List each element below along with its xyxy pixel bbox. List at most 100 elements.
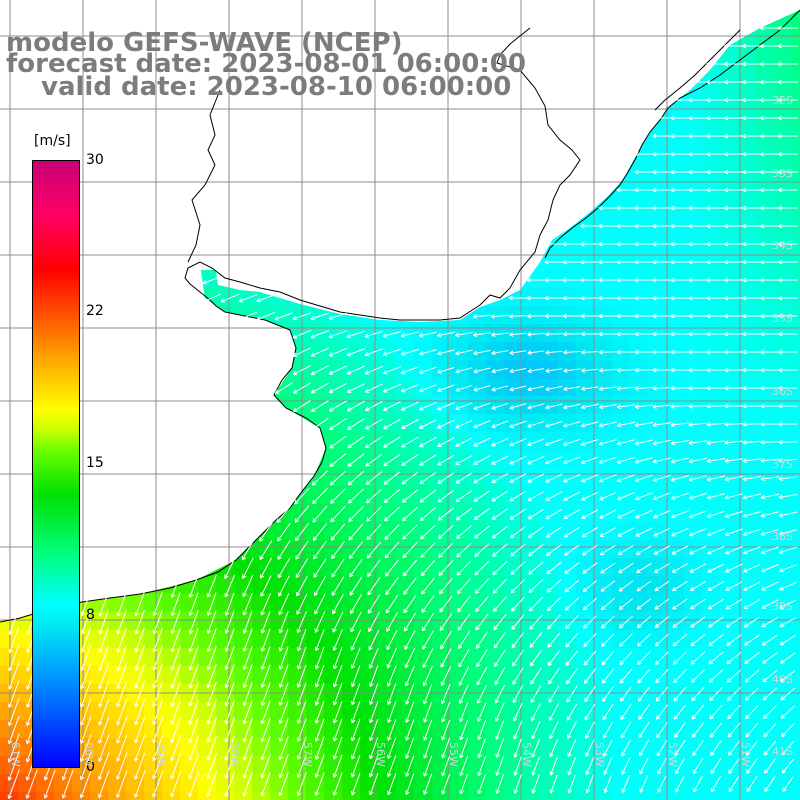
wind-arrow <box>689 528 707 537</box>
wind-arrow <box>724 458 744 464</box>
wind-speed-cell <box>414 486 433 505</box>
wind-arrow <box>761 581 779 591</box>
wind-arrow <box>654 563 670 573</box>
wind-speed-cell <box>468 612 487 631</box>
wind-speed-cell <box>774 378 793 397</box>
wind-arrow <box>652 277 672 283</box>
wind-speed-cell <box>288 288 307 307</box>
wind-arrow <box>689 510 707 519</box>
wind-speed-cell <box>234 648 253 667</box>
wind-speed-cell <box>522 630 541 649</box>
wind-speed-cell <box>432 504 451 523</box>
wind-speed-cell <box>594 756 613 775</box>
wind-speed-cell <box>540 252 559 271</box>
wind-arrow <box>116 627 127 653</box>
wind-arrow <box>331 576 345 596</box>
wind-speed-cell <box>792 522 800 541</box>
wind-arrow <box>188 574 199 598</box>
wind-arrow <box>672 580 688 592</box>
wind-arrow <box>654 616 670 629</box>
wind-speed-cell <box>306 486 325 505</box>
wind-speed-cell <box>792 756 800 775</box>
wind-speed-cell <box>468 288 487 307</box>
wind-arrow <box>778 494 798 500</box>
wind-arrow <box>652 404 672 409</box>
wind-arrow <box>689 580 706 592</box>
wind-arrow <box>364 383 383 393</box>
wind-speed-cell <box>306 540 325 559</box>
wind-speed-cell <box>666 126 685 145</box>
wind-speed-cell <box>522 270 541 289</box>
wind-speed-cell <box>576 702 595 721</box>
wind-speed-cell <box>342 756 361 775</box>
wind-speed-cell <box>738 450 757 469</box>
wind-speed-cell <box>738 486 757 505</box>
wind-arrow <box>224 557 236 579</box>
wind-arrow <box>743 616 761 628</box>
wind-arrow <box>688 241 708 247</box>
wind-speed-cell <box>648 522 667 541</box>
wind-arrow <box>527 526 544 538</box>
wind-speed-cell <box>324 648 343 667</box>
wind-arrow <box>598 421 617 428</box>
wind-arrow <box>634 151 654 157</box>
wind-arrow <box>545 350 563 355</box>
wind-arrow <box>134 627 145 653</box>
wind-speed-cell <box>576 360 595 379</box>
wind-speed-cell <box>720 666 739 685</box>
wind-speed-cell <box>792 54 800 73</box>
wind-arrow <box>545 526 562 538</box>
wind-arrow <box>690 616 706 628</box>
wind-arrow <box>311 400 329 412</box>
wind-speed-cell <box>648 342 667 361</box>
wind-speed-cell <box>630 576 649 595</box>
wind-speed-cell <box>306 792 325 800</box>
wind-arrow <box>706 349 726 355</box>
wind-speed-cell <box>612 630 631 649</box>
wind-speed-cell <box>342 414 361 433</box>
wind-speed-cell <box>720 144 739 163</box>
wind-arrow <box>688 259 708 265</box>
wind-arrow <box>292 364 312 376</box>
wind-arrow <box>760 295 780 301</box>
wind-speed-cell <box>414 504 433 523</box>
wind-speed-cell <box>702 450 721 469</box>
wind-arrow <box>366 523 382 541</box>
wind-speed-cell <box>108 702 127 721</box>
wind-arrow <box>457 631 471 650</box>
wind-arrow <box>527 438 545 447</box>
wind-speed-cell <box>522 756 541 775</box>
wind-speed-cell <box>792 414 800 433</box>
wind-speed-cell <box>180 720 199 739</box>
wind-speed-cell <box>720 540 739 559</box>
wind-arrow <box>491 525 508 539</box>
wind-arrow <box>707 563 725 573</box>
wind-speed-cell <box>558 792 577 800</box>
wind-speed-cell <box>594 270 613 289</box>
wind-speed-cell <box>648 702 667 721</box>
wind-arrow <box>637 651 651 665</box>
wind-arrow <box>581 349 599 355</box>
wind-speed-cell <box>108 612 127 631</box>
wind-speed-cell <box>774 360 793 379</box>
wind-speed-cell <box>684 378 703 397</box>
wind-arrow <box>670 277 690 283</box>
wind-speed-cell <box>486 702 505 721</box>
wind-arrow <box>563 421 581 428</box>
wind-arrow <box>742 133 762 139</box>
wind-speed-cell <box>630 270 649 289</box>
colorbar-tick-8: 8 <box>86 607 95 623</box>
wind-speed-cell <box>792 594 800 613</box>
wind-arrow <box>474 560 490 576</box>
wind-speed-cell <box>504 504 523 523</box>
wind-speed-cell <box>702 198 721 217</box>
wind-arrow <box>562 241 582 247</box>
wind-arrow <box>779 634 797 646</box>
wind-speed-cell <box>774 756 793 775</box>
wind-speed-cell <box>666 432 685 451</box>
wind-speed-cell <box>792 774 800 793</box>
wind-speed-cell <box>360 558 379 577</box>
wind-speed-cell <box>774 738 793 757</box>
wind-arrow <box>706 241 726 247</box>
wind-arrow <box>759 43 780 49</box>
